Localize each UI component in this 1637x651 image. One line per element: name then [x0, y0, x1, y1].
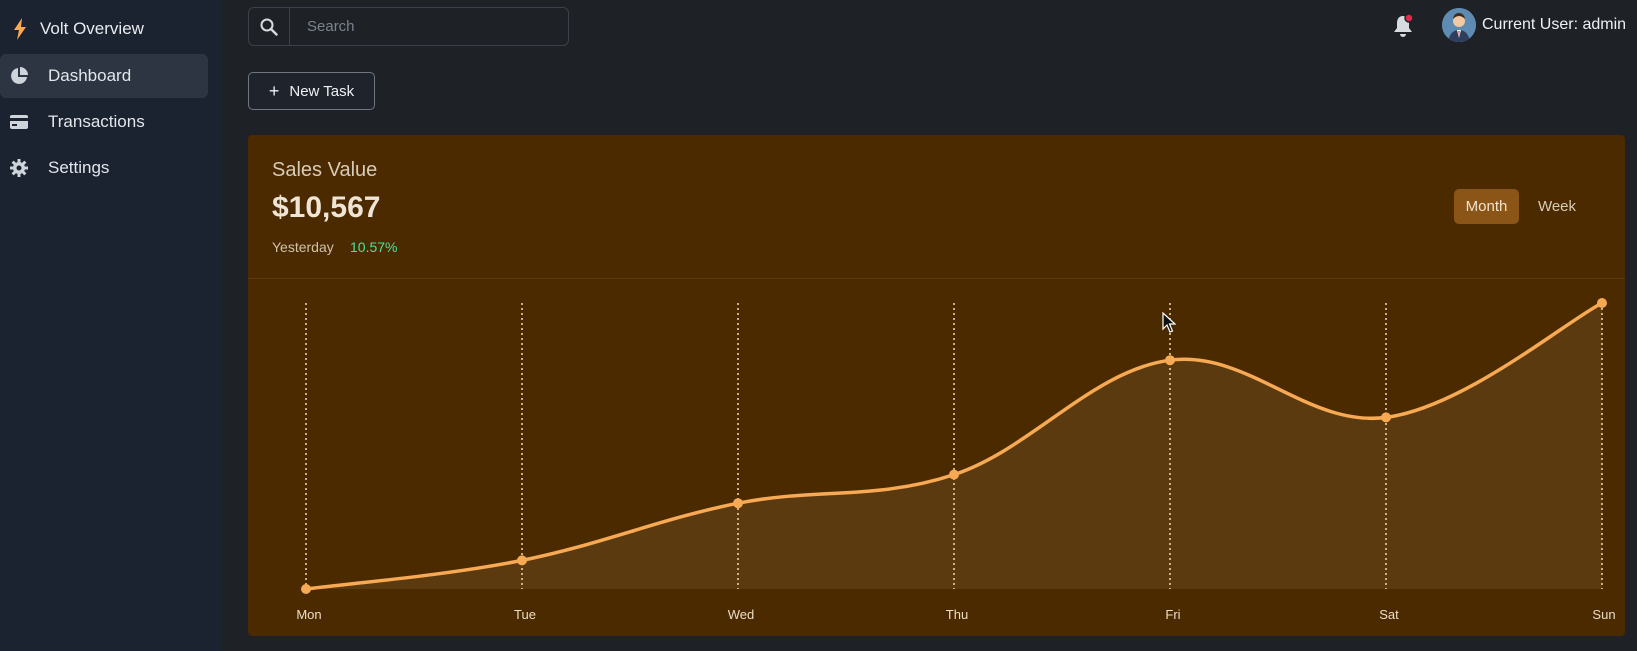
chart-area: [306, 303, 1602, 589]
data-point[interactable]: [1165, 355, 1175, 366]
sidebar-item-settings[interactable]: Settings: [0, 146, 208, 190]
bell-icon: [1394, 13, 1414, 37]
x-tick-label: Wed: [728, 607, 755, 622]
search-box: [248, 7, 569, 46]
sidebar-item-dashboard[interactable]: Dashboard: [0, 54, 208, 98]
data-point[interactable]: [517, 555, 527, 566]
user-menu[interactable]: Current User: admin: [1442, 8, 1626, 42]
notifications-button[interactable]: [1392, 13, 1414, 38]
sidebar: Volt Overview Dashboard Transactions: [0, 0, 222, 651]
week-toggle-button[interactable]: Week: [1537, 198, 1577, 215]
x-tick-label: Thu: [946, 607, 968, 622]
sales-chart: Mon Tue Wed Thu Fri Sat Sun: [296, 298, 1616, 622]
mouse-cursor-icon: [1162, 312, 1176, 333]
data-point[interactable]: [733, 498, 743, 509]
sidebar-item-label: Dashboard: [48, 66, 132, 85]
search-icon-wrap: [249, 8, 290, 45]
pie-chart-icon: [10, 67, 28, 85]
sidebar-nav: Dashboard Transactions: [0, 54, 222, 192]
x-tick-label: Sat: [1379, 607, 1399, 622]
sidebar-item-label: Settings: [48, 158, 110, 177]
avatar: [1442, 8, 1476, 42]
brand-label: Volt Overview: [40, 19, 144, 38]
search-input[interactable]: [305, 17, 555, 36]
user-label: Current User: admin: [1482, 16, 1627, 33]
data-point[interactable]: [1381, 412, 1391, 423]
card-title: Sales Value: [272, 159, 378, 181]
brand[interactable]: Volt Overview: [12, 16, 144, 42]
sales-value: $10,567: [272, 191, 381, 224]
x-tick-label: Mon: [296, 607, 321, 622]
x-tick-label: Tue: [514, 607, 536, 622]
credit-card-icon: [10, 113, 28, 131]
sidebar-item-transactions[interactable]: Transactions: [0, 100, 208, 144]
sidebar-item-label: Transactions: [48, 112, 145, 131]
new-task-button[interactable]: + New Task: [248, 72, 375, 110]
sales-value-card: Sales Value $10,567 Yesterday 10.57% Mon…: [248, 135, 1625, 636]
x-tick-label: Sun: [1592, 607, 1615, 622]
data-point[interactable]: [949, 469, 959, 480]
lightning-bolt-icon: [14, 18, 26, 40]
change-percentage: 10.57%: [350, 239, 398, 255]
x-tick-label: Fri: [1165, 607, 1180, 622]
new-task-label: New Task: [289, 82, 355, 100]
search-icon: [260, 18, 278, 36]
gear-icon: [10, 159, 28, 177]
month-toggle-button[interactable]: Month: [1454, 189, 1519, 224]
data-point[interactable]: [301, 584, 311, 594]
data-point[interactable]: [1597, 298, 1607, 308]
plus-icon: +: [268, 81, 280, 101]
comparison-label: Yesterday: [272, 239, 334, 255]
card-header: Sales Value $10,567 Yesterday 10.57% Mon…: [248, 135, 1625, 279]
